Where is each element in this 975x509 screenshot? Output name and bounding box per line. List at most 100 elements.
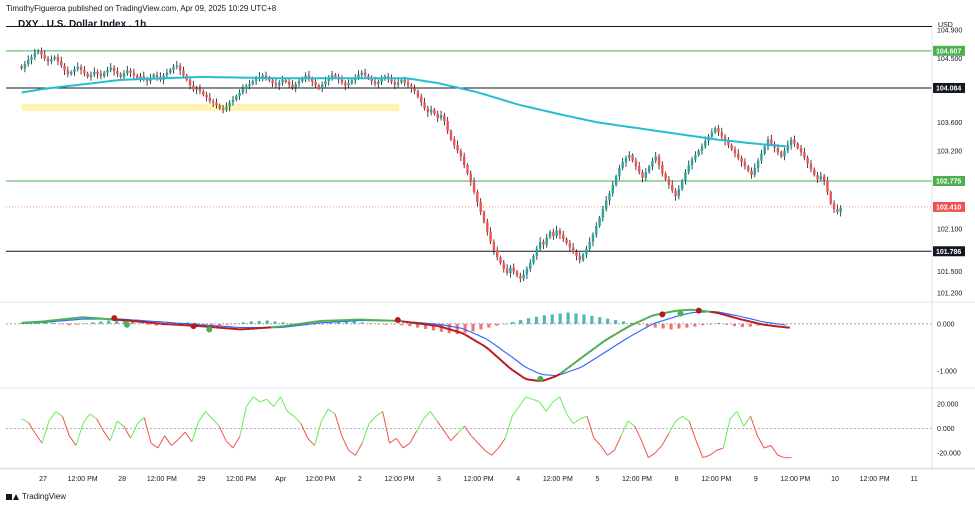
macd-histogram-bar	[701, 323, 705, 326]
time-tick-13: 12:00 PM	[543, 476, 573, 483]
candle-body	[730, 145, 733, 150]
candle-body	[446, 120, 449, 131]
osc-line-segment	[729, 411, 738, 420]
price-tick-0: 104.900	[937, 28, 962, 35]
macd-histogram-bar	[289, 323, 293, 324]
footer-brand[interactable]: TradingView	[6, 492, 66, 501]
candle-body	[390, 79, 393, 82]
candle-body	[839, 207, 842, 212]
macd-line-segment	[508, 366, 514, 371]
candle-body	[515, 271, 519, 276]
candle-body	[538, 241, 542, 249]
osc-line-segment	[777, 454, 785, 459]
candle-body	[743, 162, 747, 167]
time-tick-6: Apr	[275, 476, 287, 483]
osc-line-segment	[348, 449, 356, 456]
candle-body	[169, 69, 172, 73]
macd-histogram-bar	[202, 323, 206, 325]
macd-cross-up-1	[206, 326, 213, 333]
macd-line-segment	[615, 330, 621, 336]
time-tick-4: 29	[198, 476, 206, 483]
macd-line-segment	[753, 321, 759, 325]
osc-line-segment	[504, 416, 513, 439]
time-tick-1: 12:00 PM	[68, 476, 98, 483]
macd-line-segment	[670, 309, 676, 313]
osc-line-segment	[143, 417, 152, 444]
price-pane	[6, 25, 932, 283]
candle-body	[532, 255, 535, 264]
macd-histogram-bar	[122, 321, 127, 324]
osc-line-segment	[307, 437, 315, 446]
macd-line-segment	[512, 369, 518, 374]
candle-body	[677, 189, 681, 197]
macd-line-segment	[638, 318, 644, 323]
level-label-bg-1	[933, 45, 965, 56]
candle-body	[776, 147, 780, 153]
oscillator-pane	[6, 396, 932, 459]
candle-body	[248, 84, 251, 87]
candle-body	[628, 155, 631, 158]
candle-body	[40, 50, 43, 55]
candle-body	[102, 72, 106, 77]
osc-tick-2: -20.000	[937, 450, 961, 457]
candle-body	[756, 160, 760, 168]
osc-line-segment	[218, 425, 227, 441]
osc-line-segment	[137, 417, 145, 425]
macd-histogram-bar	[376, 323, 380, 325]
macd-histogram-bar	[511, 321, 515, 324]
macd-line-segment	[500, 359, 506, 365]
osc-line-segment	[382, 411, 390, 444]
macd-line-segment	[405, 320, 410, 324]
candle-body	[578, 255, 581, 261]
symbol-title[interactable]: DXY . U.S. Dollar Index . 1h	[18, 19, 147, 30]
macd-histogram-bar	[629, 322, 634, 324]
level-label-bg-3	[933, 175, 965, 186]
osc-line-segment	[627, 420, 636, 427]
candle-body	[360, 72, 363, 75]
osc-line-segment	[682, 415, 690, 422]
candle-body	[278, 82, 281, 86]
candle-body	[571, 247, 575, 252]
candle-body	[36, 50, 40, 53]
candle-body	[363, 72, 367, 76]
time-tick-17: 12:00 PM	[701, 476, 731, 483]
candle-body	[548, 231, 552, 238]
candle-body	[291, 84, 294, 88]
macd-line-segment	[631, 322, 636, 327]
candle-body	[697, 150, 700, 156]
candle-body	[231, 99, 235, 103]
osc-line-segment	[205, 411, 213, 420]
osc-line-segment	[450, 433, 458, 442]
macd-histogram-bar	[574, 313, 578, 324]
osc-line-segment	[368, 415, 377, 424]
osc-line-segment	[566, 413, 574, 424]
osc-line-segment	[484, 449, 492, 456]
candle-body	[89, 74, 93, 77]
candle-body	[218, 105, 221, 109]
candle-body	[377, 81, 380, 84]
osc-line-segment	[511, 406, 520, 417]
macd-line-segment	[437, 324, 442, 328]
level-label-4: 102.410	[936, 204, 961, 211]
macd-line-segment	[742, 318, 747, 322]
candle-body	[720, 132, 723, 137]
osc-line-segment	[722, 418, 731, 449]
candle-body	[413, 88, 416, 92]
macd-line-segment	[571, 361, 577, 366]
macd-histogram-bar	[313, 323, 317, 325]
macd-line-segment	[282, 324, 288, 328]
candle-body	[608, 193, 611, 201]
candle-body	[215, 102, 218, 106]
candle-body	[254, 79, 258, 82]
osc-line-segment	[252, 396, 261, 403]
macd-histogram-bar	[115, 320, 119, 324]
candle-body	[565, 238, 568, 244]
candle-body	[294, 84, 297, 88]
macd-histogram-bar	[724, 323, 729, 325]
osc-line-segment	[491, 447, 499, 456]
candle-body	[380, 79, 383, 82]
osc-line-segment	[688, 421, 697, 441]
candle-body	[396, 82, 400, 85]
time-tick-20: 10	[831, 476, 839, 483]
macd-histogram-bar	[257, 321, 261, 324]
